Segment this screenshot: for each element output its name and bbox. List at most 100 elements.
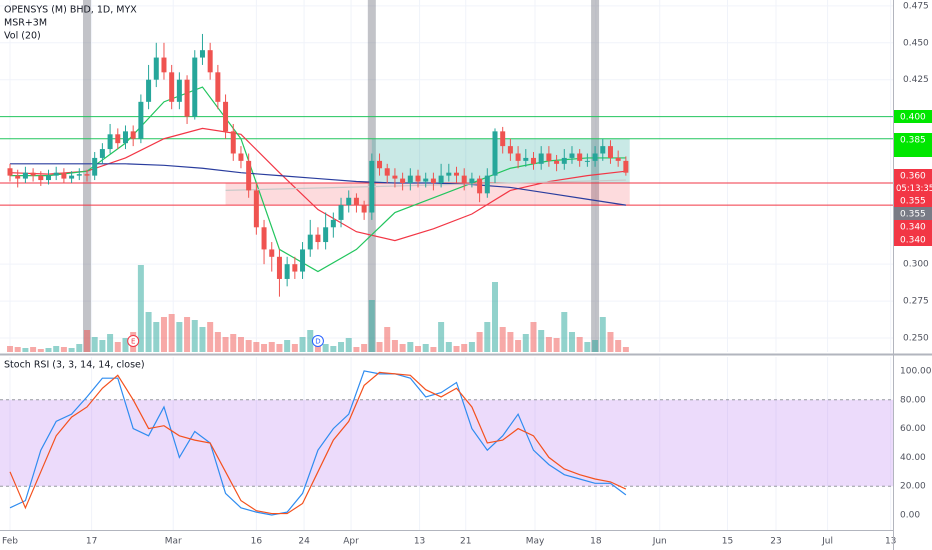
y-tick-label: 80.00 (900, 395, 926, 405)
price-tag (894, 233, 932, 246)
candle-body (61, 172, 67, 179)
candle-body (615, 157, 621, 161)
candle-body (384, 168, 390, 176)
volume-bar (399, 344, 406, 352)
candle-body (130, 131, 136, 139)
volume-bar (60, 347, 67, 352)
volume-bar (461, 344, 468, 352)
indicator-line (9, 370, 627, 516)
candle-body (461, 175, 467, 184)
volume-bar (68, 348, 75, 352)
x-tick-label: 17 (86, 537, 97, 547)
candle-body (561, 157, 567, 164)
chart-title: Stoch RSI (3, 3, 14, 14, close) (4, 360, 145, 371)
candle-body (538, 153, 544, 164)
volume-bar (237, 337, 244, 352)
volume-bar (122, 338, 129, 352)
volume-bar (592, 340, 599, 352)
volume-bar (22, 348, 29, 352)
volume-bar (245, 340, 252, 352)
volume-bar (160, 317, 167, 352)
candle-body (76, 174, 82, 176)
volume-bar (445, 342, 452, 352)
volume-bar (137, 265, 144, 352)
volume-bar (83, 330, 90, 352)
volume-bar (307, 330, 314, 352)
volume-bar (299, 337, 306, 352)
x-tick-label: 13 (414, 537, 425, 547)
candle-body (484, 175, 490, 194)
candle-body (500, 131, 506, 147)
volume-bar (253, 342, 260, 352)
volume-bar (568, 332, 575, 352)
volume-bar (7, 346, 14, 352)
candle-body (292, 264, 298, 272)
candle-body (554, 160, 560, 164)
volume-bar (561, 312, 568, 352)
y-tick-label: 0.450 (903, 38, 929, 48)
candle-body (577, 153, 583, 161)
candle-body (430, 178, 436, 184)
volume-bar (345, 338, 352, 352)
price-tag (894, 133, 932, 157)
x-tick-label: 18 (590, 537, 602, 547)
countdown-label: 05:13:35 (896, 184, 932, 194)
volume-bar (391, 340, 398, 352)
x-tick-label: 13 (885, 537, 896, 547)
volume-bar (384, 327, 391, 352)
zone (225, 183, 630, 206)
volume-bar (415, 346, 422, 352)
price-tag-label: 0.360 (900, 172, 926, 182)
volume-bar (353, 347, 360, 352)
candle-body (99, 149, 105, 158)
candle-body (323, 227, 329, 243)
candle-body (492, 131, 498, 176)
volume-bar (530, 322, 537, 352)
volume-bar (76, 344, 83, 352)
volume-bar (607, 332, 614, 352)
candle-body (338, 205, 344, 220)
candle-body (230, 131, 236, 154)
candle-body (253, 190, 259, 228)
volume-bar (291, 344, 298, 352)
chart-title: OPENSYS (M) BHD, 1D, MYX (4, 5, 137, 16)
candle-body (115, 134, 121, 144)
candle-body (361, 205, 367, 213)
x-tick-label: Jun (652, 537, 667, 547)
volume-bar (376, 342, 383, 352)
y-tick-label: 0.300 (903, 260, 929, 270)
candle-body (84, 174, 90, 176)
price-tag (894, 194, 932, 207)
candle-body (523, 157, 529, 161)
volume-bar (576, 337, 583, 352)
candle-body (215, 72, 221, 102)
candle-body (122, 131, 128, 144)
volume-bar (430, 347, 437, 352)
volume-bar (584, 342, 591, 352)
volume-bar (438, 322, 445, 352)
volume-bar (37, 349, 44, 352)
candle-body (446, 172, 452, 176)
countdown-tag (894, 182, 932, 195)
volume-bar (491, 282, 498, 352)
candle-body (353, 197, 359, 206)
volume-bar (453, 346, 460, 352)
volume-bar (268, 342, 275, 352)
volume-bar (338, 342, 345, 352)
volume-bar (191, 320, 198, 352)
price-tag (894, 110, 932, 123)
y-tick-label: 20.00 (900, 482, 926, 492)
candle-body (22, 172, 28, 179)
candle-body (330, 219, 336, 228)
volume-bar (622, 347, 629, 352)
candle-body (584, 160, 590, 162)
volume-bar (615, 340, 622, 352)
candle-body (138, 101, 144, 139)
candle-body (392, 175, 398, 179)
volume-bar (222, 337, 229, 352)
y-tick-label: 0.475 (903, 1, 929, 11)
candle-body (546, 153, 552, 161)
candle-body (38, 175, 44, 181)
y-tick-label: 0.250 (903, 333, 929, 343)
